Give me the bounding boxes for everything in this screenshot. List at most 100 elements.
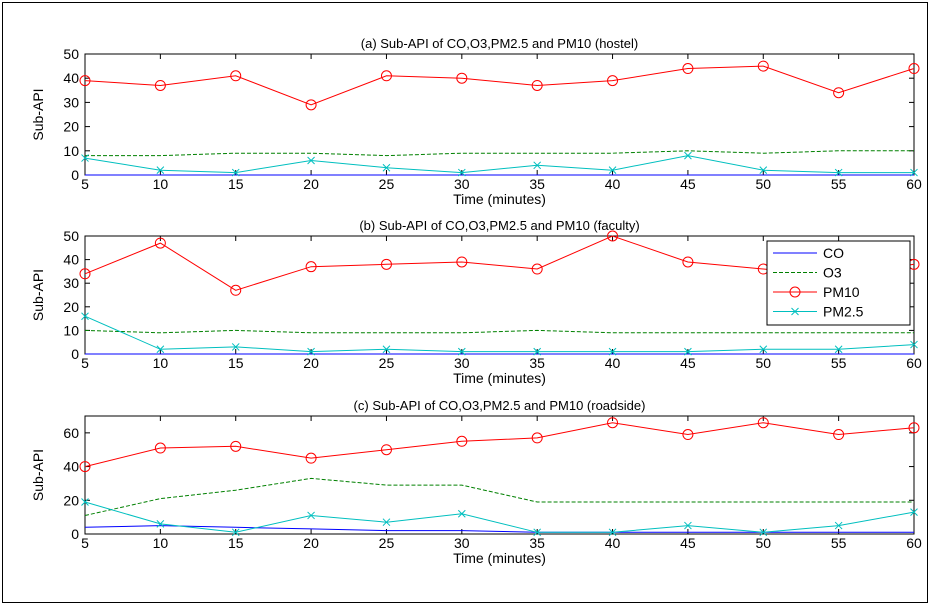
data-point-pm10 [682, 63, 694, 75]
y-tick-label: 20 [63, 492, 79, 508]
data-point-pm25 [382, 345, 391, 354]
data-point-pm25 [156, 520, 165, 528]
x-tick-label: 45 [680, 535, 696, 551]
data-point-pm25 [910, 340, 918, 349]
y-tick-label: 20 [63, 119, 79, 135]
data-point-pm25 [457, 168, 466, 177]
x-tick-label: 40 [605, 355, 621, 371]
data-point-pm25 [533, 347, 542, 356]
y-tick-label: 20 [63, 299, 79, 315]
y-tick-label: 0 [71, 167, 79, 183]
y-tick-label: 50 [63, 228, 79, 244]
data-point-pm25 [684, 151, 692, 160]
y-tick-label: 40 [63, 459, 79, 475]
x-tick-label: 45 [680, 176, 696, 192]
x-tick-label: 55 [831, 535, 847, 551]
data-point-pm10 [607, 75, 619, 87]
x-tick-label: 45 [680, 355, 696, 371]
x-axis-label: Time (minutes) [453, 370, 546, 386]
data-point-pm10 [380, 258, 392, 270]
x-tick-label: 35 [529, 176, 545, 192]
x-tick-label: 20 [303, 176, 319, 192]
data-point-pm25 [759, 345, 768, 354]
series-line-co [84, 525, 914, 533]
x-tick-label: 50 [755, 535, 771, 551]
data-point-pm25 [608, 166, 617, 175]
data-point-pm10 [682, 256, 694, 268]
data-point-pm10 [79, 75, 91, 87]
subplot-faculty: (b) Sub-API of CO,O3,PM2.5 and PM10 (fac… [30, 218, 922, 386]
x-tick-label: 25 [379, 355, 395, 371]
x-tick-label: 60 [906, 355, 922, 371]
legend: CO O3 PM10 PM2.5 [766, 240, 911, 326]
data-point-pm25 [608, 528, 617, 537]
data-point-pm10 [79, 268, 91, 280]
data-point-pm25 [834, 345, 843, 354]
x-tick-label: 5 [81, 355, 89, 371]
subplot-roadside: (c) Sub-API of CO,O3,PM2.5 and PM10 (roa… [30, 398, 922, 566]
x-tick-label: 15 [228, 535, 244, 551]
x-tick-label: 30 [454, 176, 470, 192]
data-point-pm10 [607, 417, 619, 429]
data-point-pm10 [305, 99, 317, 111]
legend-marker-pm25 [791, 307, 799, 316]
legend-label-co: CO [823, 245, 844, 261]
data-point-pm25 [684, 521, 692, 530]
axes-box [84, 415, 915, 535]
x-tick-label: 60 [906, 176, 922, 192]
x-tick-label: 50 [755, 176, 771, 192]
data-point-pm10 [456, 435, 468, 447]
subplot-title: (a) Sub-API of CO,O3,PM2.5 and PM10 (hos… [361, 36, 638, 51]
data-point-pm25 [81, 312, 89, 321]
x-tick-label: 20 [303, 535, 319, 551]
series-line-pm10 [84, 65, 915, 106]
data-point-pm25 [81, 498, 89, 506]
data-point-pm25 [307, 156, 315, 165]
data-point-pm25 [231, 343, 240, 351]
data-point-pm25 [910, 508, 918, 516]
data-point-pm25 [759, 166, 768, 175]
y-tick-label: 30 [63, 94, 79, 110]
y-tick-label: 0 [71, 346, 79, 362]
x-axis-label: Time (minutes) [453, 191, 546, 207]
data-point-pm10 [380, 444, 392, 456]
data-point-pm10 [757, 60, 769, 72]
x-tick-label: 60 [906, 535, 922, 551]
x-tick-label: 10 [153, 535, 169, 551]
data-point-pm10 [833, 87, 845, 99]
legend-label-pm25: PM2.5 [823, 304, 864, 320]
data-point-pm10 [531, 79, 543, 91]
x-tick-label: 30 [454, 535, 470, 551]
data-point-pm25 [307, 511, 315, 520]
data-point-pm25 [533, 528, 542, 537]
x-tick-label: 25 [379, 535, 395, 551]
data-point-pm10 [154, 237, 166, 249]
y-tick-label: 0 [71, 526, 79, 542]
x-tick-label: 50 [755, 355, 771, 371]
data-point-pm10 [154, 79, 166, 91]
subplot-title: (c) Sub-API of CO,O3,PM2.5 and PM10 (roa… [354, 398, 646, 413]
y-axis-label: Sub-API [30, 269, 46, 321]
data-point-pm25 [156, 345, 165, 354]
y-tick-label: 30 [63, 275, 79, 291]
data-point-pm10 [607, 230, 619, 242]
data-point-pm10 [908, 422, 920, 434]
y-tick-label: 10 [63, 143, 79, 159]
subplot-hostel: (a) Sub-API of CO,O3,PM2.5 and PM10 (hos… [30, 36, 922, 207]
x-tick-label: 15 [228, 355, 244, 371]
series-line-pm25 [84, 155, 914, 174]
x-tick-label: 35 [529, 535, 545, 551]
data-point-pm10 [908, 63, 920, 75]
y-tick-label: 40 [63, 252, 79, 268]
data-point-pm25 [457, 509, 466, 518]
series-line-o3 [84, 477, 914, 516]
series-line-pm10 [84, 422, 915, 468]
data-point-pm25 [382, 163, 391, 172]
x-tick-label: 25 [379, 176, 395, 192]
x-tick-label: 30 [454, 355, 470, 371]
data-point-pm10 [305, 261, 317, 273]
x-tick-label: 20 [303, 355, 319, 371]
axes-box [84, 53, 915, 176]
